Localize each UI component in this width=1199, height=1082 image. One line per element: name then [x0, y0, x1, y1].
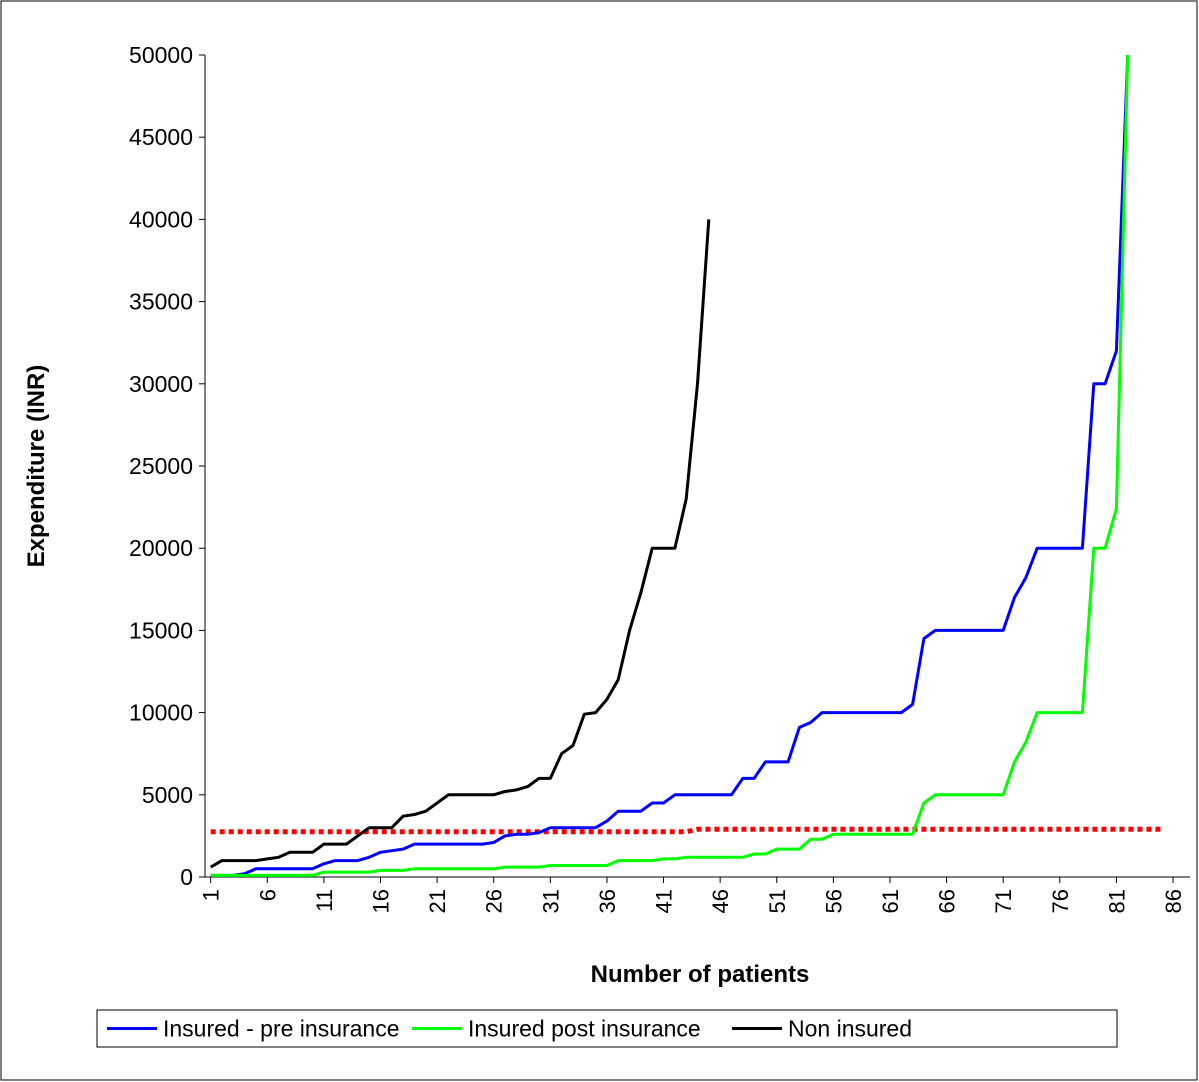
y-tick-label: 15000: [129, 617, 193, 643]
y-tick-label: 5000: [142, 782, 193, 808]
x-tick-label: 46: [708, 889, 733, 913]
x-tick-label: 31: [538, 889, 563, 913]
series-line: [210, 54, 1130, 877]
x-tick-label: 16: [368, 889, 393, 913]
x-tick-label: 36: [595, 889, 620, 913]
y-axis-title: Expenditure (INR): [23, 365, 50, 568]
y-tick-label: 10000: [129, 700, 193, 726]
legend-box: [96, 1009, 1118, 1048]
x-tick-label: 6: [255, 889, 280, 901]
x-tick-label: 81: [1104, 889, 1129, 913]
plot-area: [209, 54, 1162, 877]
x-tick-label: 71: [991, 889, 1016, 913]
y-tick-label: 45000: [129, 124, 193, 150]
legend-label: Insured - pre insurance: [163, 1016, 400, 1042]
y-tick-label: 50000: [129, 42, 193, 68]
x-tick-label: 41: [652, 889, 677, 913]
x-tick-label: 76: [1048, 889, 1073, 913]
series-line: [210, 826, 1162, 835]
y-tick-label: 20000: [129, 535, 193, 561]
series-line: [210, 54, 1130, 877]
legend-label: Insured post insurance: [468, 1016, 701, 1042]
x-tick-label: 66: [935, 889, 960, 913]
x-tick-label: 56: [821, 889, 846, 913]
x-tick-label: 21: [425, 889, 450, 913]
x-tick-label: 11: [312, 889, 337, 912]
x-tick-label: 1: [199, 889, 224, 901]
y-tick-label: 30000: [129, 371, 193, 397]
y-tick-label: 35000: [129, 289, 193, 315]
y-tick-label: 0: [180, 864, 193, 890]
y-tick-label: 40000: [129, 206, 193, 232]
y-tick-label: 25000: [129, 453, 193, 479]
x-tick-label: 51: [765, 889, 790, 913]
legend-label: Non insured: [788, 1016, 912, 1042]
series-line: [209, 219, 711, 869]
x-tick-label: 61: [878, 889, 903, 913]
x-axis-title: Number of patients: [591, 961, 810, 988]
x-tick-label: 26: [482, 889, 507, 913]
x-tick-label: 86: [1161, 889, 1186, 913]
